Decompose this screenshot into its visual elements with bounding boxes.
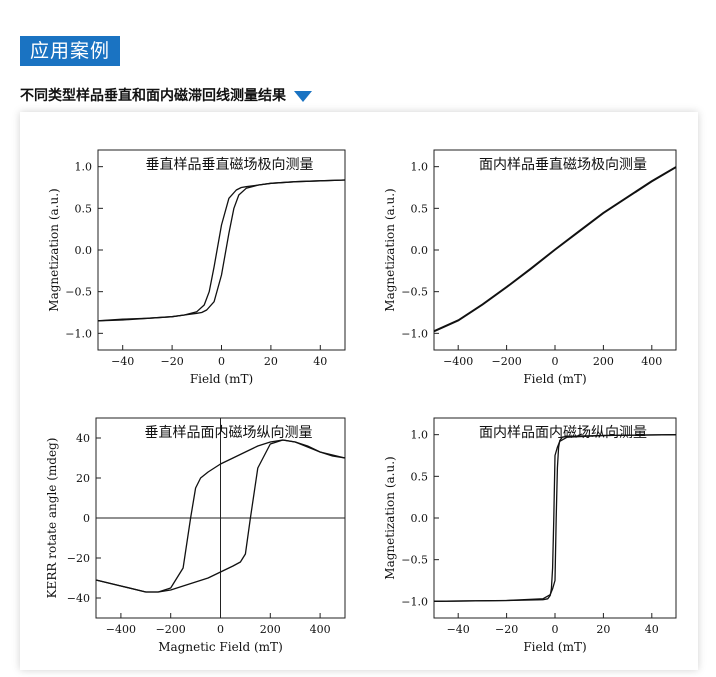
series-line-1 — [433, 434, 677, 602]
x-tick-label: 0 — [552, 623, 559, 636]
chart-title: 面内样品面内磁场纵向测量 — [479, 425, 647, 441]
y-tick-label: −1.0 — [401, 327, 428, 340]
x-tick-label: −40 — [111, 355, 134, 368]
series-line-1 — [97, 179, 346, 322]
triangle-down-icon — [294, 90, 312, 102]
y-tick-label: −1.0 — [65, 327, 92, 340]
chart-title: 面内样品垂直磁场极向测量 — [479, 156, 647, 173]
y-tick-label: −20 — [67, 552, 90, 565]
x-tick-label: −400 — [443, 355, 473, 368]
x-tick-label: −400 — [106, 623, 136, 636]
chart-perpendicular-polar: −40 −20 0 20 40 −1.0 −0.5 0.0 0.5 1.0 Field (mT) Ma… — [47, 149, 346, 386]
y-tick-label: −0.5 — [401, 286, 428, 299]
y-tick-label: 1.0 — [411, 161, 429, 174]
x-tick-label: −40 — [447, 623, 470, 636]
chart-inplane-polar: −400 −200 0 200 400 −1.0 −0.5 0.0 0.5 1.0 Field (m… — [383, 149, 677, 386]
series-line-2 — [95, 439, 346, 593]
y-tick-label: 0.5 — [75, 202, 93, 215]
plot-frame — [97, 149, 346, 351]
y-tick-label: 20 — [76, 472, 90, 485]
x-tick-label: 0 — [218, 355, 225, 368]
x-axis-label: Magnetic Field (mT) — [158, 640, 283, 654]
x-axis-label: Field (mT) — [523, 372, 586, 386]
x-tick-label: 40 — [645, 623, 659, 636]
y-axis-label: Magnetization (a.u.) — [47, 188, 61, 311]
chart-title: 垂直样品面内磁场纵向测量 — [145, 424, 313, 441]
y-tick-label: 0 — [83, 512, 90, 525]
y-tick-label: 0.5 — [411, 202, 429, 215]
x-axis-label: Field (mT) — [190, 372, 253, 386]
y-tick-label: 1.0 — [411, 429, 429, 442]
y-axis-label: Magnetization (a.u.) — [383, 456, 397, 579]
series-line-2 — [97, 179, 346, 322]
x-axis-label: Field (mT) — [523, 640, 586, 654]
chart-inplane-longitudinal: −40 −20 0 20 40 −1.0 −0.5 0.0 0.5 1.0 Field (mT) Ma… — [383, 417, 677, 654]
y-tick-label: −40 — [67, 592, 90, 605]
x-tick-label: −200 — [491, 355, 521, 368]
x-tick-label: 0 — [552, 355, 559, 368]
y-tick-label: −1.0 — [401, 595, 428, 608]
y-tick-label: −0.5 — [401, 554, 428, 567]
x-tick-label: 400 — [641, 355, 662, 368]
charts-panel — [20, 112, 698, 670]
chart-title: 垂直样品垂直磁场极向测量 — [146, 156, 314, 173]
series-line-2 — [433, 166, 677, 332]
y-axis-label: KERR rotate angle (mdeg) — [45, 438, 59, 599]
x-tick-label: 0 — [217, 623, 224, 636]
subtitle-text: 不同类型样品垂直和面内磁滞回线测量结果 — [20, 88, 286, 104]
x-tick-label: −20 — [495, 623, 518, 636]
x-tick-label: 200 — [593, 355, 614, 368]
x-tick-label: 400 — [310, 623, 331, 636]
y-tick-label: −0.5 — [65, 286, 92, 299]
y-tick-label: 0.0 — [75, 244, 93, 257]
x-tick-label: 200 — [260, 623, 281, 636]
x-tick-label: −20 — [160, 355, 183, 368]
y-tick-label: 0.0 — [411, 244, 429, 257]
y-tick-label: 40 — [76, 432, 90, 445]
plot-frame — [433, 417, 677, 619]
y-axis-label: Magnetization (a.u.) — [383, 188, 397, 311]
x-tick-label: −200 — [156, 623, 186, 636]
section-title-badge: 应用案例 — [20, 36, 121, 66]
section-subtitle: 不同类型样品垂直和面内磁滞回线测量结果 — [20, 85, 312, 105]
x-tick-label: 20 — [596, 623, 610, 636]
x-tick-label: 40 — [313, 355, 327, 368]
y-tick-label: 1.0 — [75, 161, 93, 174]
y-tick-label: 0.0 — [411, 512, 429, 525]
y-tick-label: 0.5 — [411, 470, 429, 483]
x-tick-label: 20 — [264, 355, 278, 368]
series-line-2 — [433, 434, 677, 602]
